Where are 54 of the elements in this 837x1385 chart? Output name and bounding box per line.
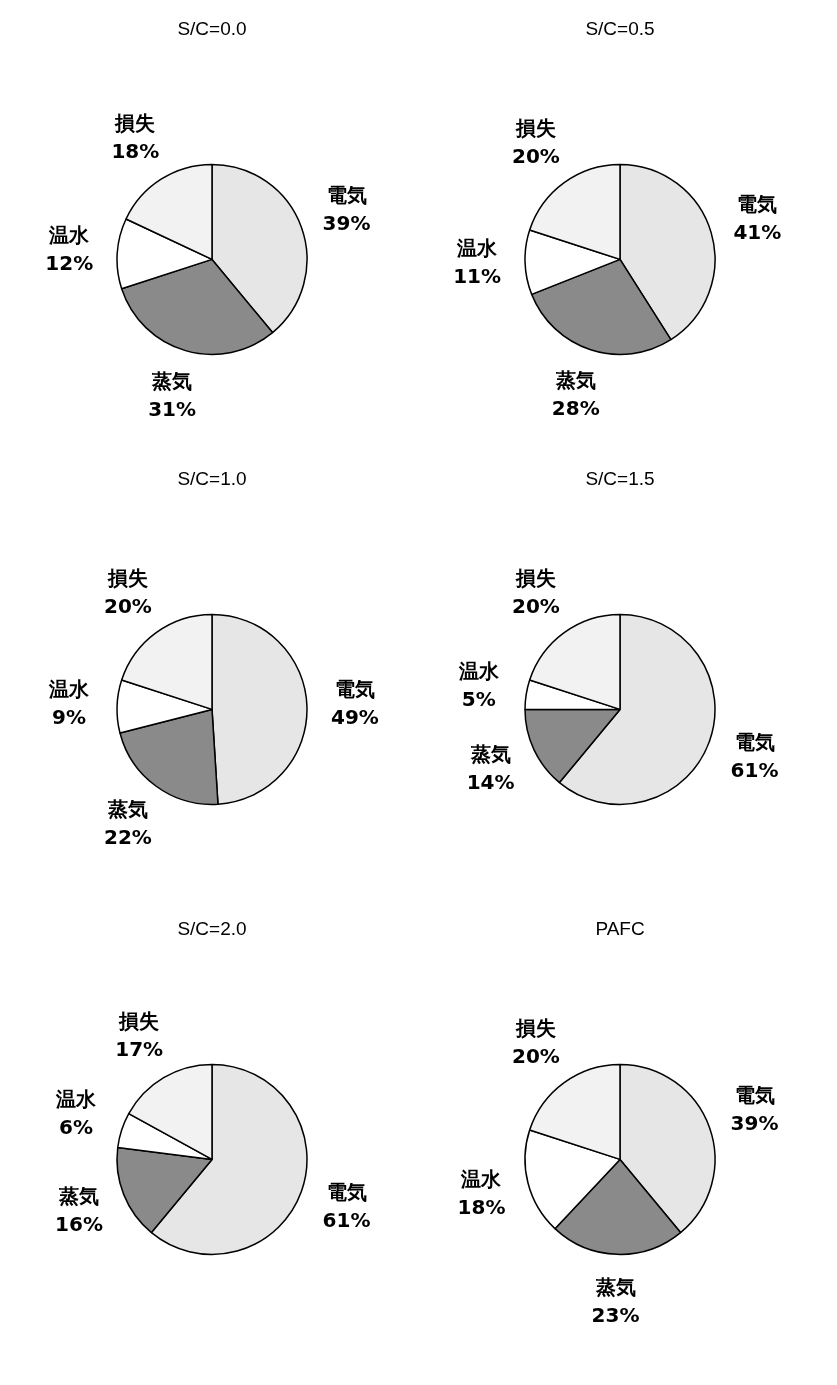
slice-label: 電気 [326, 1180, 367, 1205]
slice-label: 温水 [55, 1087, 97, 1112]
data-label: 16% [55, 1212, 103, 1237]
data-label: 20% [104, 593, 152, 618]
slice-label: 損失 [514, 565, 556, 590]
data-label: 11% [453, 264, 502, 289]
data-label: 9% [52, 705, 87, 730]
slice-label: 温水 [460, 1167, 503, 1192]
data-label: 20% [512, 143, 560, 168]
data-label: 20% [512, 593, 560, 618]
data-label: 18% [457, 1195, 506, 1220]
slice-label: 蒸気 [594, 1274, 636, 1299]
data-label: 61% [730, 758, 779, 783]
slice-label: 蒸気 [151, 368, 193, 393]
slice-label: 損失 [514, 1015, 556, 1040]
slice-label: 電気 [737, 191, 778, 216]
slice-label: 温水 [456, 236, 499, 261]
data-label: 5% [461, 687, 496, 712]
data-label: 61% [322, 1208, 371, 1233]
slice-label: 蒸気 [106, 797, 148, 822]
data-label: 18% [111, 138, 160, 163]
chart-title: PAFC [595, 917, 645, 939]
data-label: 39% [322, 211, 371, 236]
slice-label: 損失 [118, 1008, 160, 1033]
data-label: 41% [733, 219, 782, 244]
slice-label: 温水 [457, 659, 500, 684]
data-label: 28% [551, 395, 600, 420]
slice-label: 電気 [326, 183, 367, 208]
data-label: 31% [148, 396, 197, 421]
slice-label: 蒸気 [469, 742, 511, 767]
data-label: 6% [59, 1115, 93, 1140]
data-label: 12% [45, 250, 94, 275]
data-label: 20% [512, 1043, 560, 1068]
chart-title: S/C=1.5 [585, 467, 655, 489]
chart-title: S/C=2.0 [177, 917, 247, 939]
slice-label: 温水 [48, 222, 91, 247]
slice-label: 損失 [514, 115, 556, 140]
slice-label: 温水 [48, 677, 91, 702]
slice-label: 損失 [106, 565, 148, 590]
data-label: 39% [730, 1111, 779, 1136]
data-label: 23% [591, 1302, 640, 1327]
slice-label: 蒸気 [554, 367, 596, 392]
chart-title: S/C=0.5 [585, 17, 655, 39]
data-label: 14% [466, 770, 515, 795]
slice-label: 電気 [734, 730, 775, 755]
slice-label: 電気 [334, 677, 375, 702]
slice-label: 蒸気 [58, 1184, 100, 1209]
data-label: 49% [330, 705, 379, 730]
chart-title: S/C=0.0 [177, 17, 247, 39]
slice-label: 電気 [734, 1083, 775, 1108]
chart-title: S/C=1.0 [177, 467, 247, 489]
data-label: 22% [104, 825, 152, 850]
slice-label: 損失 [114, 110, 156, 135]
data-label: 17% [115, 1036, 164, 1061]
